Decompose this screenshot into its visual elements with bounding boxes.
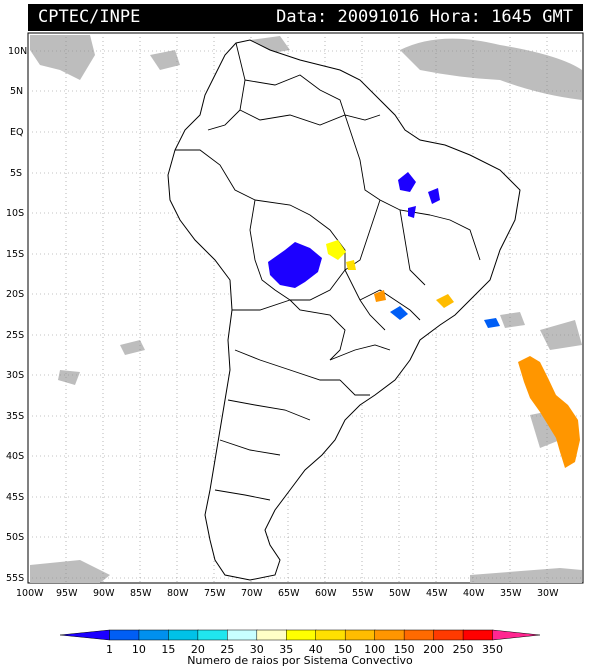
colorbar-tick-label: 200: [423, 643, 444, 656]
colorbar-tick-label: 35: [279, 643, 293, 656]
colorbar-tick-label: 15: [161, 643, 175, 656]
lat-label: EQ: [10, 127, 23, 138]
colorbar-tick-label: 100: [364, 643, 385, 656]
cell-orange-atlantic: [518, 356, 580, 468]
map-panel: 10N 5N EQ 5S 10S 15S 20S 25S 30S 35S 40S…: [6, 32, 584, 599]
cell-blue-ne1: [398, 172, 416, 192]
lat-axis: 10N 5N EQ 5S 10S 15S 20S 25S 30S 35S 40S…: [6, 46, 27, 584]
south-america-coast: [167, 39, 521, 581]
lat-label: 30S: [6, 370, 24, 381]
lon-label: 90W: [93, 588, 115, 599]
lat-label: 10S: [6, 208, 24, 219]
lat-label: 55S: [6, 573, 24, 584]
lat-label: 45S: [6, 492, 24, 503]
lon-axis: 100W 95W 90W 85W 80W 75W 70W 65W 60W 55W…: [16, 588, 559, 599]
colorbar-tick-label: 150: [394, 643, 415, 656]
colorbar-swatch: [286, 629, 317, 641]
colorbar: 1 10 15 20 25 30 35 40 50 100 150 200 250 350: [59, 629, 541, 656]
colorbar-swatch: [462, 629, 494, 641]
colorbar-tick-label: 350: [482, 643, 503, 656]
lat-label: 25S: [6, 330, 24, 341]
colorbar-swatch: [344, 629, 376, 641]
lon-label: 75W: [204, 588, 226, 599]
lat-label: 10N: [8, 46, 27, 57]
colorbar-tick-label: 40: [309, 643, 323, 656]
colorbar-swatch: [315, 629, 346, 641]
lon-label: 60W: [315, 588, 337, 599]
title-bar: CPTEC/INPE Data: 20091016 Hora: 1645 GMT: [28, 4, 583, 31]
colorbar-swatch: [197, 629, 229, 641]
cell-blue-mid: [390, 306, 408, 320]
colorbar-swatch: [138, 629, 170, 641]
lon-label: 70W: [241, 588, 263, 599]
lon-label: 45W: [426, 588, 448, 599]
colorbar-tick-label: 50: [338, 643, 352, 656]
colorbar-swatch: [403, 629, 435, 641]
date-prefix: Data:: [276, 7, 328, 27]
lat-label: 20S: [6, 289, 24, 300]
lat-label: 50S: [6, 532, 24, 543]
cell-orange-2: [436, 294, 454, 308]
lon-label: 30W: [537, 588, 559, 599]
time-value: 1645 GMT: [491, 7, 573, 27]
cell-blue-ne2: [428, 188, 440, 204]
colorbar-tick-label: 10: [132, 643, 146, 656]
colorbar-tick-label: 20: [191, 643, 205, 656]
time-prefix: Hora:: [429, 7, 481, 27]
cell-yellow-2: [346, 260, 356, 270]
lon-label: 95W: [56, 588, 78, 599]
date-time-label: Data: 20091016 Hora: 1645 GMT: [276, 4, 573, 31]
lat-label: 5N: [10, 86, 23, 97]
cell-orange-1: [374, 290, 386, 302]
lat-label: 35S: [6, 411, 24, 422]
colorbar-swatch: [59, 629, 110, 641]
lat-label: 5S: [10, 168, 22, 179]
lon-label: 50W: [389, 588, 411, 599]
lon-label: 55W: [352, 588, 374, 599]
colorbar-swatch: [492, 629, 541, 641]
lat-label: 15S: [6, 249, 24, 260]
lon-label: 80W: [167, 588, 189, 599]
continent-outline: [167, 39, 521, 581]
lon-label: 40W: [463, 588, 485, 599]
cell-blue-large: [268, 242, 322, 288]
colorbar-swatch: [374, 629, 405, 641]
lon-label: 35W: [500, 588, 522, 599]
colorbar-tick-label: 30: [250, 643, 264, 656]
colorbar-caption: Numero de raios por Sistema Convectivo: [187, 654, 413, 667]
colorbar-tick-label: 1: [106, 643, 113, 656]
colorbar-swatch: [227, 629, 258, 641]
colorbar-tick-label: 250: [453, 643, 474, 656]
colorbar-swatch: [256, 629, 288, 641]
colorbar-tick-label: 25: [220, 643, 234, 656]
cell-blue-east: [484, 318, 500, 328]
country-borders: [175, 42, 481, 501]
lat-label: 40S: [6, 451, 24, 462]
lon-label: 100W: [16, 588, 44, 599]
colorbar-swatch: [433, 629, 464, 641]
date-value: 20091016: [337, 7, 420, 27]
cell-blue-ne3: [408, 206, 416, 218]
lon-label: 65W: [278, 588, 300, 599]
graticule: [28, 33, 583, 583]
cell-yellow-1: [326, 240, 346, 260]
colorbar-swatch: [109, 629, 140, 641]
lon-label: 85W: [130, 588, 152, 599]
colorbar-swatch: [168, 629, 199, 641]
convective-systems: [268, 172, 580, 468]
source-label: CPTEC/INPE: [38, 7, 141, 27]
